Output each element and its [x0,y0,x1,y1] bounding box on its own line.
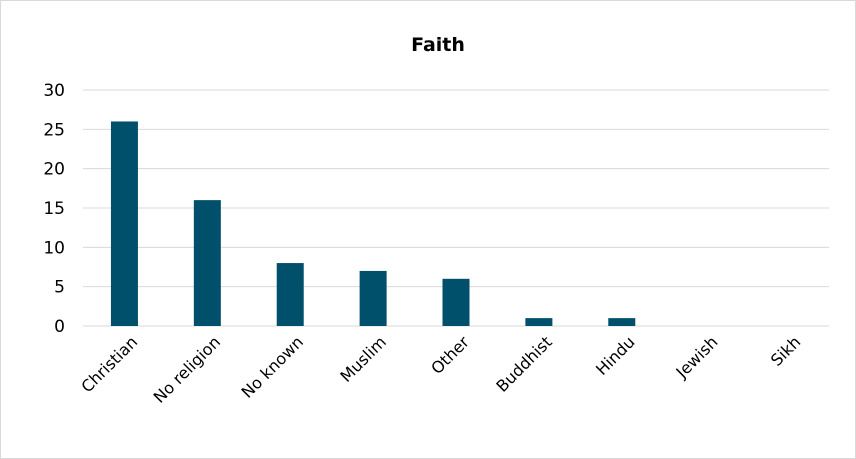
bar-no-religion [193,200,221,326]
y-tick-label: 15 [43,199,65,219]
bar-muslim [359,270,387,326]
chart-title: Faith [411,34,465,56]
x-tick-label: Muslim [336,332,390,386]
y-tick-label: 20 [43,160,65,180]
bar-buddhist [525,318,553,326]
x-axis-labels: Christian No religion No known Muslim Other B… [77,332,804,407]
x-tick-label: Sikh [767,332,804,369]
x-tick-label: Jewish [672,332,722,382]
y-tick-label: 25 [43,120,65,140]
y-axis-ticks: 0 5 10 15 20 25 30 [43,81,65,337]
bar-other [442,278,470,326]
x-tick-label: Buddhist [492,332,555,395]
x-tick-label: Hindu [592,332,639,379]
y-tick-label: 30 [43,81,65,101]
bars [110,121,636,326]
y-tick-label: 10 [43,238,65,258]
bar-christian [110,121,138,326]
x-tick-label: Christian [77,332,141,396]
x-tick-label: No known [238,332,307,401]
bar-hindu [608,318,636,326]
x-tick-label: Other [427,332,473,378]
x-tick-label: No religion [150,332,224,406]
y-tick-label: 0 [54,317,65,337]
y-tick-label: 5 [54,278,65,298]
bar-no-known [276,263,304,326]
